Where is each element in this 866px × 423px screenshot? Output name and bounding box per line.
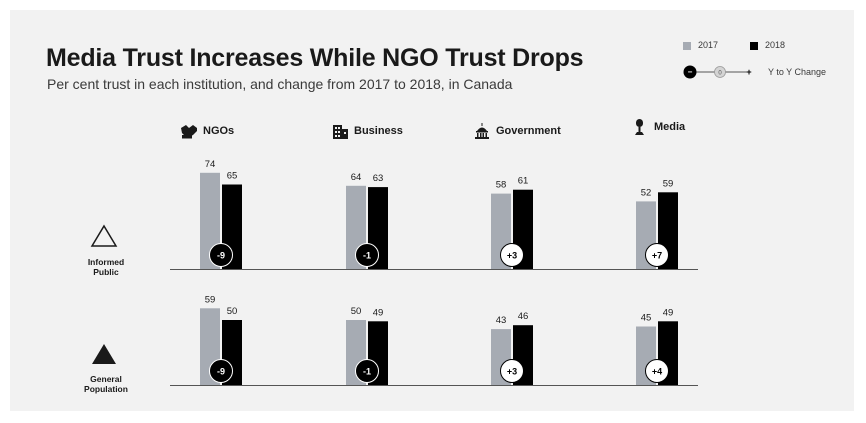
- building-icon: [333, 125, 348, 139]
- change-label-business-general-population: -1: [363, 367, 371, 377]
- value-label-2018-business-general-population: 49: [373, 307, 384, 318]
- legend-swatch-2017: [683, 42, 691, 50]
- row-label-informed-line1: Informed: [87, 257, 125, 267]
- value-label-2017-government-general-population: 43: [496, 315, 507, 326]
- hands-icon: [181, 125, 197, 139]
- category-label-ngos: NGOs: [203, 125, 235, 137]
- change-badge-media-general-population: [645, 359, 669, 383]
- category-header-business: Business: [331, 121, 403, 141]
- value-label-2018-media-general-population: 49: [663, 307, 674, 318]
- change-badge-government-general-population: [500, 359, 524, 383]
- legend-change-plus: +: [746, 67, 751, 77]
- value-label-2018-government-general-population: 46: [518, 311, 529, 322]
- change-label-government-informed-public: +3: [507, 251, 517, 261]
- triangle-outline-icon: [90, 224, 118, 247]
- change-label-media-general-population: +4: [652, 367, 662, 377]
- category-header-media: Media: [631, 117, 685, 137]
- change-label-business-informed-public: -1: [363, 251, 371, 261]
- value-label-2017-media-general-population: 45: [641, 313, 652, 324]
- row-label-general-line2: Population: [84, 384, 128, 394]
- category-label-government: Government: [496, 125, 561, 137]
- chart-title: Media Trust Increases While NGO Trust Dr…: [46, 44, 584, 72]
- legend-change-zero: 0: [718, 70, 722, 76]
- change-label-media-informed-public: +7: [652, 251, 662, 261]
- value-label-2017-government-informed-public: 58: [496, 180, 507, 191]
- value-label-2017-ngos-informed-public: 74: [205, 159, 216, 170]
- microphone-icon: [635, 119, 644, 135]
- legend-label-2017: 2017: [698, 40, 719, 50]
- change-badge-ngos-general-population: [209, 359, 233, 383]
- triangle-filled-icon: [92, 344, 116, 364]
- legend-swatch-2018: [750, 42, 758, 50]
- category-label-media: Media: [654, 121, 686, 133]
- row-label-informed-line2: Public: [93, 267, 119, 277]
- row-label-informed-public: Informed Public: [72, 257, 140, 277]
- legend-change-label: Y to Y Change: [768, 67, 827, 77]
- change-badge-business-general-population: [355, 359, 379, 383]
- category-header-ngos: NGOs: [180, 121, 234, 141]
- chart-card: [10, 10, 854, 411]
- capitol-icon: [475, 123, 489, 139]
- legend-change-scale: − 0 +: [683, 65, 752, 79]
- value-label-2018-media-informed-public: 59: [663, 178, 674, 189]
- chart-subtitle: Per cent trust in each institution, and …: [47, 76, 513, 92]
- change-label-government-general-population: +3: [507, 367, 517, 377]
- row-label-general-population: General Population: [72, 374, 140, 394]
- value-label-2018-business-informed-public: 63: [373, 173, 384, 184]
- change-badge-government-informed-public: [500, 243, 524, 267]
- category-label-business: Business: [354, 125, 403, 137]
- value-label-2018-government-informed-public: 61: [518, 176, 529, 187]
- value-label-2017-business-general-population: 50: [351, 306, 362, 317]
- value-label-2018-ngos-general-population: 50: [227, 306, 238, 317]
- value-label-2017-ngos-general-population: 59: [205, 294, 216, 305]
- value-label-2017-business-informed-public: 64: [351, 172, 362, 183]
- category-header-government: Government: [473, 121, 561, 141]
- legend-label-2018: 2018: [765, 40, 786, 50]
- legend-change-minus: −: [688, 68, 693, 77]
- change-badge-media-informed-public: [645, 243, 669, 267]
- row-label-general-line1: General: [90, 374, 122, 384]
- change-badge-ngos-informed-public: [209, 243, 233, 267]
- value-label-2017-media-informed-public: 52: [641, 187, 652, 198]
- change-label-ngos-informed-public: -9: [217, 251, 225, 261]
- change-label-ngos-general-population: -9: [217, 367, 225, 377]
- change-badge-business-informed-public: [355, 243, 379, 267]
- value-label-2018-ngos-informed-public: 65: [227, 171, 238, 182]
